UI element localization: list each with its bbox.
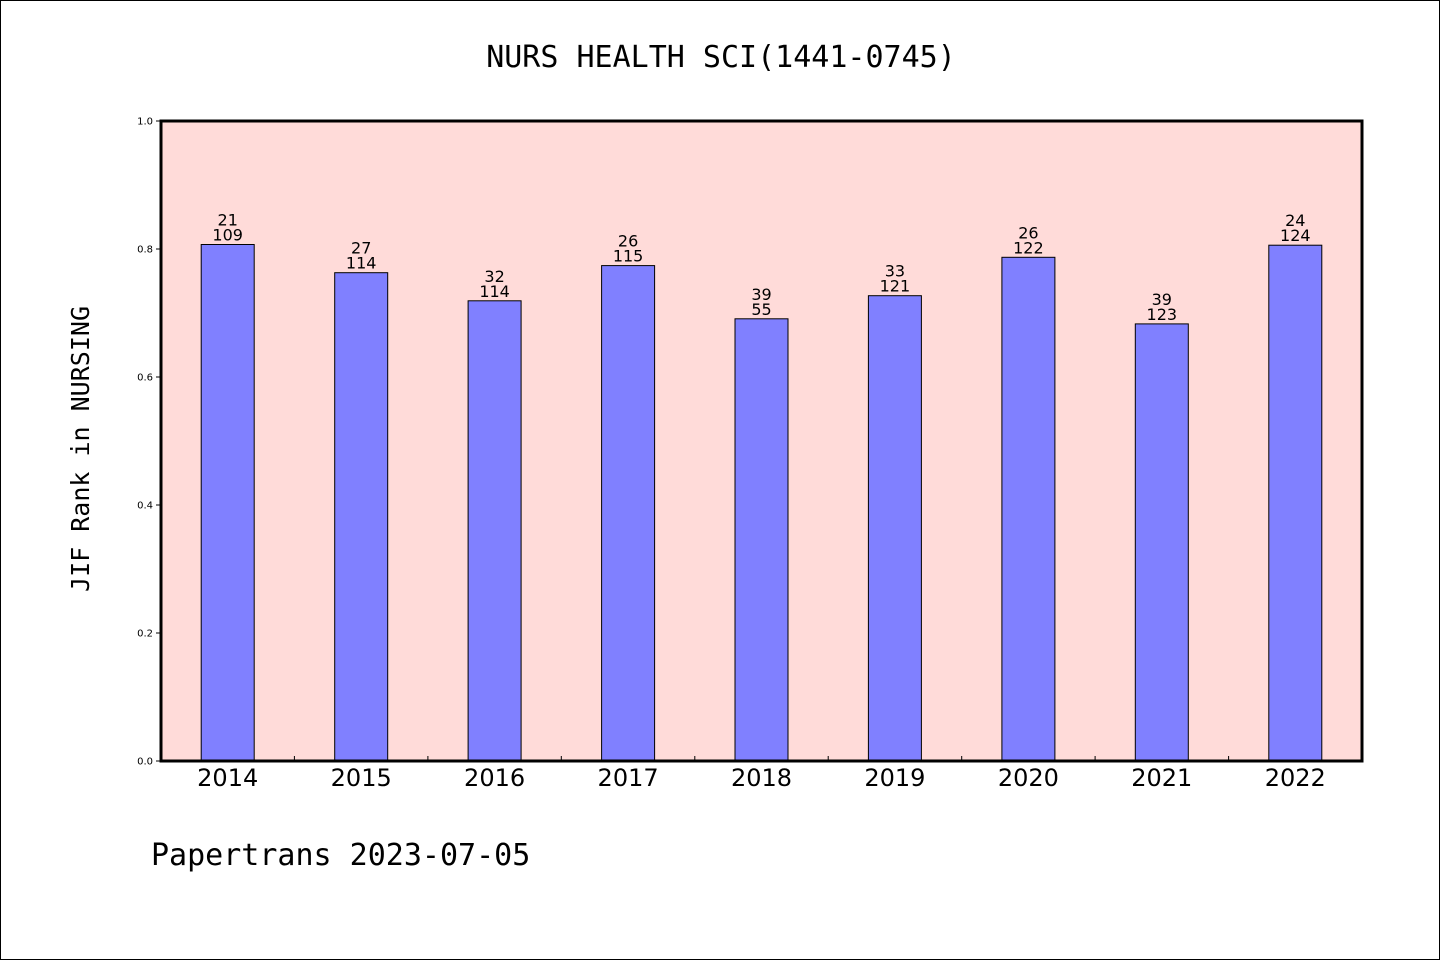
bar-rank-label: 26 [618, 232, 638, 251]
x-tick-label: 2015 [331, 764, 392, 792]
bar-rank-label: 32 [484, 267, 504, 286]
y-tick-label: 1.0 [137, 117, 153, 128]
bar-2020 [1001, 256, 1056, 762]
bar-total-label: 55 [751, 300, 771, 319]
bar-2015 [334, 272, 389, 762]
bar-total-label: 109 [212, 226, 243, 245]
bar-2014 [200, 244, 255, 762]
bar-2019 [867, 295, 922, 762]
bar-rank-label: 27 [351, 239, 371, 258]
bar-rank-label: 26 [1018, 223, 1038, 242]
bar-total-label: 122 [1013, 238, 1044, 257]
bar-total-label: 121 [880, 277, 911, 296]
bar-total-label: 114 [346, 254, 377, 273]
bar-rank-label: 24 [1285, 211, 1305, 230]
bar-total-label: 114 [479, 282, 510, 301]
bars-layer: 2110927114321142611539553312126122391232… [200, 211, 1323, 762]
y-tick-label: 0.4 [137, 501, 153, 512]
y-tick-label: 0.8 [137, 245, 153, 256]
x-tick-label: 2021 [1131, 764, 1192, 792]
bar-total-label: 123 [1147, 305, 1178, 324]
bar-rank-label: 33 [885, 262, 905, 281]
bar-2021 [1134, 323, 1189, 762]
y-tick-label: 0.2 [137, 629, 153, 640]
bar-total-label: 115 [613, 247, 644, 266]
x-tick-label: 2022 [1265, 764, 1326, 792]
y-tick-label: 0.0 [137, 757, 153, 768]
x-tick-label: 2018 [731, 764, 792, 792]
bar-total-label: 124 [1280, 226, 1311, 245]
x-tick-label: 2019 [864, 764, 925, 792]
bar-2017 [601, 265, 656, 762]
bar-rank-label: 39 [1152, 290, 1172, 309]
bar-rank-label: 39 [751, 285, 771, 304]
footer-stamp: Papertrans 2023-07-05 [151, 838, 530, 873]
axes-layer: 2014 2015 2016 2017 2018 2019 2020 2021 2022 0.0 0… [137, 117, 1326, 793]
chart-title: NURS HEALTH SCI(1441-0745) [486, 40, 956, 75]
y-axis-label: JIF Rank in NURSING [66, 306, 95, 592]
bar-2022 [1268, 244, 1323, 762]
x-tick-label: 2020 [998, 764, 1059, 792]
x-tick-label: 2014 [197, 764, 258, 792]
y-tick-label: 0.6 [137, 373, 153, 384]
bar-2016 [467, 300, 522, 762]
plot-border [159, 119, 1364, 763]
x-tick-label: 2016 [464, 764, 525, 792]
x-tick-label: 2017 [598, 764, 659, 792]
bar-2018 [734, 318, 789, 762]
bar-rank-label: 21 [218, 211, 238, 230]
